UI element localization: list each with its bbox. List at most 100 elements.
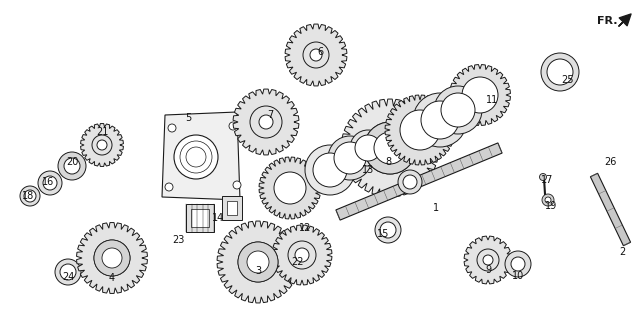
Text: 11: 11 xyxy=(486,95,498,105)
Polygon shape xyxy=(336,143,502,220)
Circle shape xyxy=(403,175,417,189)
Text: 18: 18 xyxy=(22,191,34,201)
Polygon shape xyxy=(590,173,630,246)
Circle shape xyxy=(334,142,366,174)
Polygon shape xyxy=(77,223,147,294)
Circle shape xyxy=(477,249,499,271)
Circle shape xyxy=(355,135,381,161)
Text: 8: 8 xyxy=(385,157,391,167)
Text: 1: 1 xyxy=(433,203,439,213)
Text: 21: 21 xyxy=(96,127,108,137)
Circle shape xyxy=(310,49,322,61)
Text: 6: 6 xyxy=(317,47,323,57)
Polygon shape xyxy=(272,225,332,285)
Circle shape xyxy=(92,135,112,155)
Circle shape xyxy=(274,172,306,204)
Polygon shape xyxy=(385,95,455,165)
Circle shape xyxy=(165,183,173,191)
Circle shape xyxy=(102,248,122,268)
Text: 16: 16 xyxy=(42,177,54,187)
Circle shape xyxy=(541,53,579,91)
Text: 24: 24 xyxy=(62,272,74,282)
Circle shape xyxy=(43,176,57,190)
Circle shape xyxy=(542,194,554,206)
Circle shape xyxy=(97,140,107,150)
Circle shape xyxy=(413,93,467,147)
Circle shape xyxy=(545,197,551,203)
Text: 26: 26 xyxy=(604,157,616,167)
Text: 25: 25 xyxy=(562,75,574,85)
Circle shape xyxy=(20,186,40,206)
Text: 15: 15 xyxy=(377,229,389,239)
Text: 10: 10 xyxy=(512,271,524,281)
Text: 9: 9 xyxy=(485,265,491,275)
Circle shape xyxy=(547,59,573,85)
Circle shape xyxy=(540,174,547,181)
Circle shape xyxy=(505,251,531,277)
Text: 13: 13 xyxy=(362,165,374,175)
Circle shape xyxy=(250,106,282,138)
Text: 7: 7 xyxy=(267,110,273,120)
Text: 19: 19 xyxy=(545,201,557,211)
Circle shape xyxy=(303,42,329,68)
Circle shape xyxy=(483,255,493,265)
Text: 23: 23 xyxy=(172,235,184,245)
Circle shape xyxy=(94,240,130,276)
Circle shape xyxy=(374,132,406,164)
Text: 2: 2 xyxy=(619,247,625,257)
Text: 5: 5 xyxy=(185,113,191,123)
Bar xyxy=(222,196,242,220)
Text: 22: 22 xyxy=(292,257,304,267)
Polygon shape xyxy=(285,24,347,86)
Circle shape xyxy=(259,115,273,129)
Circle shape xyxy=(168,124,176,132)
Circle shape xyxy=(94,240,130,276)
Polygon shape xyxy=(162,112,240,200)
Circle shape xyxy=(434,86,482,134)
Polygon shape xyxy=(233,89,299,155)
Circle shape xyxy=(24,190,36,202)
Polygon shape xyxy=(259,157,321,219)
Text: 12: 12 xyxy=(299,223,311,233)
Circle shape xyxy=(350,130,386,166)
Circle shape xyxy=(400,110,440,150)
Text: 4: 4 xyxy=(109,273,115,283)
Circle shape xyxy=(64,158,80,174)
Circle shape xyxy=(441,93,475,127)
Polygon shape xyxy=(341,99,439,197)
Circle shape xyxy=(364,122,416,174)
Text: 20: 20 xyxy=(66,157,78,167)
Text: 3: 3 xyxy=(255,266,261,276)
Circle shape xyxy=(247,251,269,273)
Polygon shape xyxy=(464,236,512,284)
Circle shape xyxy=(313,153,347,187)
Circle shape xyxy=(58,152,86,180)
Circle shape xyxy=(364,122,416,174)
Circle shape xyxy=(233,181,241,189)
Circle shape xyxy=(38,171,62,195)
Text: 14: 14 xyxy=(212,213,224,223)
Circle shape xyxy=(295,248,309,262)
Polygon shape xyxy=(449,65,511,126)
Circle shape xyxy=(462,77,498,113)
Circle shape xyxy=(238,242,278,282)
Polygon shape xyxy=(81,124,124,166)
Circle shape xyxy=(238,242,278,282)
Circle shape xyxy=(375,217,401,243)
Text: FR.: FR. xyxy=(597,16,618,26)
Circle shape xyxy=(328,136,372,180)
Bar xyxy=(227,201,237,215)
Polygon shape xyxy=(217,221,299,303)
Circle shape xyxy=(421,101,459,139)
FancyArrowPatch shape xyxy=(619,14,631,26)
Bar xyxy=(186,204,214,232)
Text: 17: 17 xyxy=(541,175,553,185)
Circle shape xyxy=(60,264,76,280)
Circle shape xyxy=(55,259,81,285)
Circle shape xyxy=(511,257,525,271)
Bar xyxy=(191,209,209,227)
Circle shape xyxy=(174,135,218,179)
Circle shape xyxy=(288,241,316,269)
Circle shape xyxy=(380,222,396,238)
Circle shape xyxy=(305,145,355,195)
